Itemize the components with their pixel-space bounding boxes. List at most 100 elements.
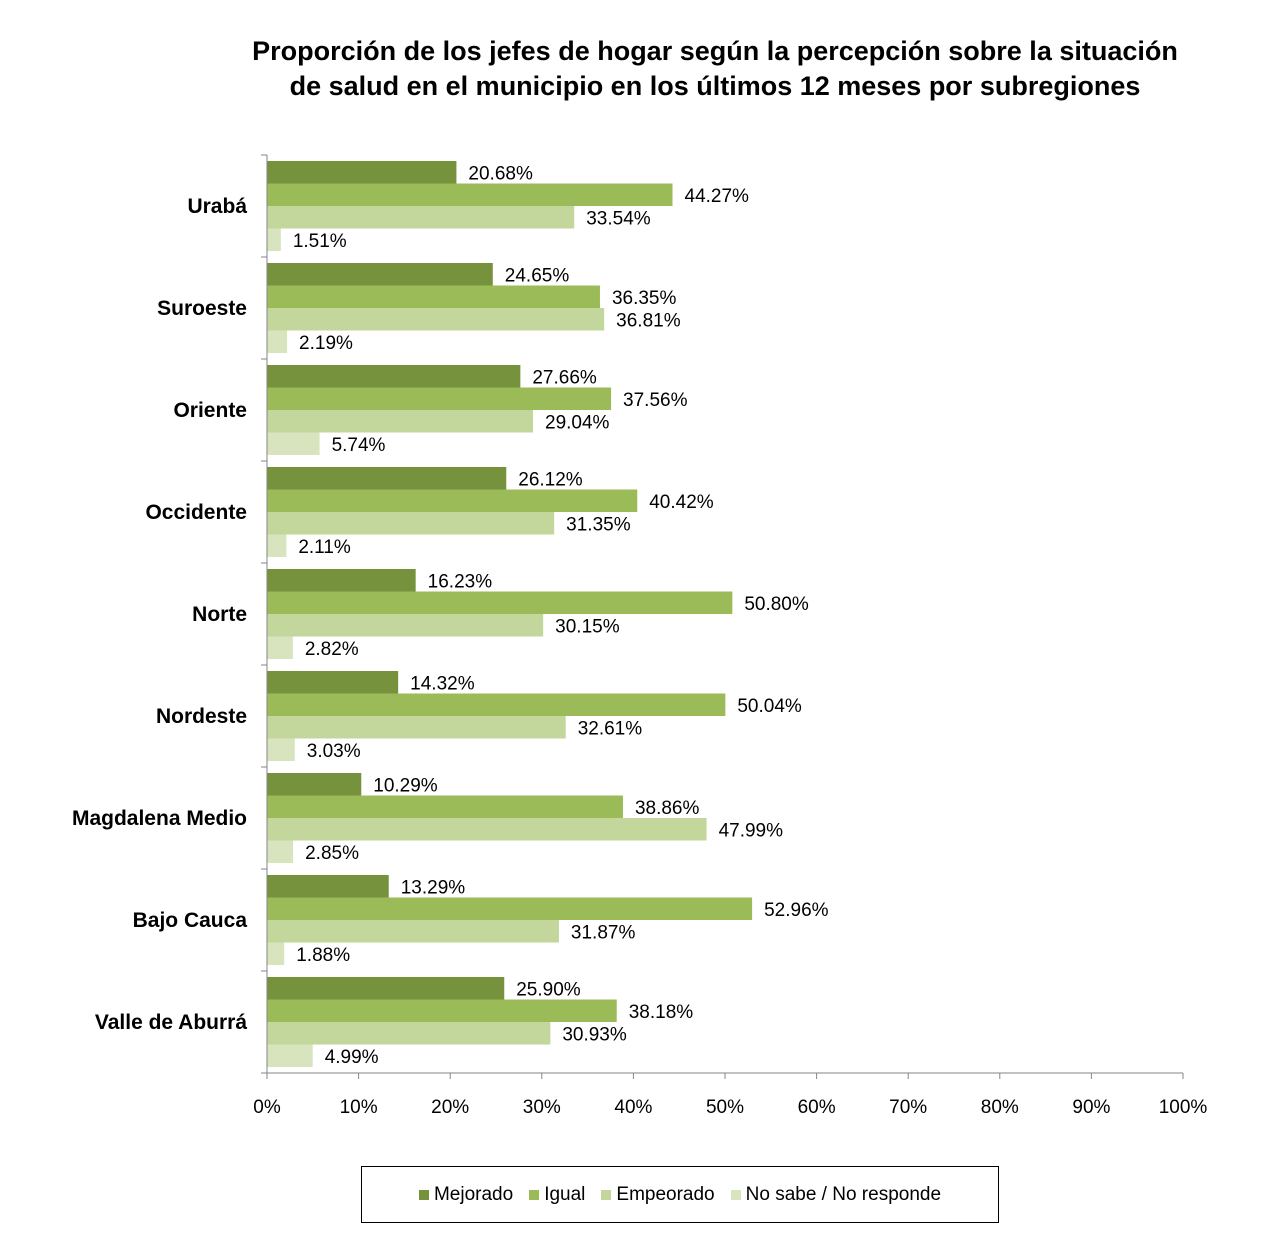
category-label: Valle de Aburrá bbox=[95, 1011, 247, 1034]
legend-item: No sabe / No responde bbox=[730, 1183, 942, 1206]
bar bbox=[267, 263, 493, 286]
bar bbox=[267, 534, 287, 557]
bar bbox=[267, 875, 389, 898]
category-label: Bajo Cauca bbox=[133, 909, 248, 932]
bar bbox=[267, 330, 288, 353]
bar bbox=[267, 285, 600, 308]
legend-swatch bbox=[529, 1189, 540, 1200]
bar bbox=[267, 308, 605, 331]
legend-label: No sabe / No responde bbox=[745, 1183, 942, 1205]
legend-item: Mejorado bbox=[418, 1183, 514, 1206]
data-label: 30.15% bbox=[555, 616, 620, 637]
data-label: 14.32% bbox=[410, 673, 475, 694]
legend-item: Empeorado bbox=[601, 1183, 715, 1206]
x-tick-label: 20% bbox=[431, 1097, 469, 1118]
bar bbox=[267, 183, 673, 206]
data-label: 29.04% bbox=[545, 412, 610, 433]
x-tick-label: 90% bbox=[1072, 1097, 1110, 1118]
data-label: 20.68% bbox=[468, 163, 533, 184]
data-label: 13.29% bbox=[401, 877, 466, 898]
bar bbox=[267, 818, 707, 841]
data-label: 36.81% bbox=[616, 310, 681, 331]
x-tick-label: 50% bbox=[706, 1097, 744, 1118]
bar bbox=[267, 206, 575, 229]
data-label: 24.65% bbox=[505, 265, 570, 286]
data-label: 50.80% bbox=[744, 594, 809, 615]
data-label: 25.90% bbox=[516, 979, 581, 1000]
bar bbox=[267, 1044, 313, 1067]
bar bbox=[267, 942, 285, 965]
legend-label: Empeorado bbox=[616, 1183, 715, 1205]
chart-title: Proporción de los jefes de hogar según l… bbox=[0, 34, 1284, 104]
bar bbox=[267, 1022, 551, 1045]
bar bbox=[267, 897, 753, 920]
bar-chart-plot: 20.68% 44.27% 33.54% 1.51% Urabá 24.65% 36.35%… bbox=[72, 154, 1208, 1118]
bar bbox=[267, 387, 612, 410]
data-label: 40.42% bbox=[649, 492, 714, 513]
bar bbox=[267, 795, 623, 818]
bar bbox=[267, 432, 320, 455]
bar bbox=[267, 569, 416, 592]
data-label: 3.03% bbox=[307, 741, 361, 762]
legend-swatch bbox=[601, 1189, 612, 1200]
bar bbox=[267, 671, 399, 694]
category-label: Oriente bbox=[173, 399, 247, 422]
x-tick-label: 0% bbox=[253, 1097, 281, 1118]
data-label: 38.18% bbox=[629, 1002, 694, 1023]
data-label: 50.04% bbox=[737, 696, 802, 717]
data-label: 5.74% bbox=[332, 435, 386, 456]
data-label: 2.82% bbox=[305, 639, 359, 660]
data-label: 2.85% bbox=[305, 843, 359, 864]
data-label: 30.93% bbox=[562, 1024, 627, 1045]
x-tick-label: 80% bbox=[981, 1097, 1019, 1118]
data-label: 31.35% bbox=[566, 514, 631, 535]
data-label: 44.27% bbox=[685, 186, 750, 207]
bar bbox=[267, 489, 638, 512]
data-label: 27.66% bbox=[532, 367, 597, 388]
data-label: 10.29% bbox=[373, 775, 438, 796]
data-label: 2.19% bbox=[299, 333, 353, 354]
data-label: 26.12% bbox=[518, 469, 583, 490]
data-label: 47.99% bbox=[719, 820, 784, 841]
category-label: Norte bbox=[192, 603, 247, 626]
bar bbox=[267, 999, 617, 1022]
x-tick-label: 70% bbox=[889, 1097, 927, 1118]
data-label: 4.99% bbox=[325, 1047, 379, 1068]
category-label: Occidente bbox=[145, 501, 247, 524]
bar bbox=[267, 614, 544, 637]
x-tick-label: 30% bbox=[523, 1097, 561, 1118]
data-label: 1.51% bbox=[293, 231, 347, 252]
x-tick-label: 10% bbox=[340, 1097, 378, 1118]
chart-legend: Mejorado Igual Empeorado No sabe / No respo… bbox=[361, 1166, 999, 1223]
bar bbox=[267, 977, 505, 1000]
bar bbox=[267, 512, 555, 535]
category-label: Nordeste bbox=[156, 705, 247, 728]
data-label: 33.54% bbox=[586, 208, 651, 229]
data-label: 2.11% bbox=[298, 537, 351, 558]
x-tick-label: 60% bbox=[798, 1097, 836, 1118]
legend-label: Igual bbox=[544, 1183, 586, 1205]
data-label: 31.87% bbox=[571, 922, 636, 943]
category-label: Suroeste bbox=[157, 297, 247, 320]
x-tick-label: 100% bbox=[1159, 1097, 1208, 1118]
bar bbox=[267, 716, 566, 739]
data-label: 32.61% bbox=[578, 718, 643, 739]
chart-title-line-2: de salud en el municipio en los últimos … bbox=[289, 71, 1141, 101]
bar bbox=[267, 228, 281, 251]
bar bbox=[267, 467, 507, 490]
chart-title-line-1: Proporción de los jefes de hogar según l… bbox=[252, 36, 1178, 66]
legend-swatch bbox=[418, 1189, 429, 1200]
legend-swatch bbox=[730, 1189, 741, 1200]
bar bbox=[267, 920, 559, 943]
bar bbox=[267, 773, 362, 796]
category-label: Magdalena Medio bbox=[72, 807, 247, 830]
bar bbox=[267, 693, 726, 716]
bar bbox=[267, 365, 521, 388]
bar bbox=[267, 738, 295, 761]
bar bbox=[267, 591, 733, 614]
bar bbox=[267, 410, 534, 433]
legend-label: Mejorado bbox=[433, 1183, 514, 1205]
data-label: 37.56% bbox=[623, 390, 688, 411]
data-label: 1.88% bbox=[296, 945, 350, 966]
bar bbox=[267, 840, 294, 863]
